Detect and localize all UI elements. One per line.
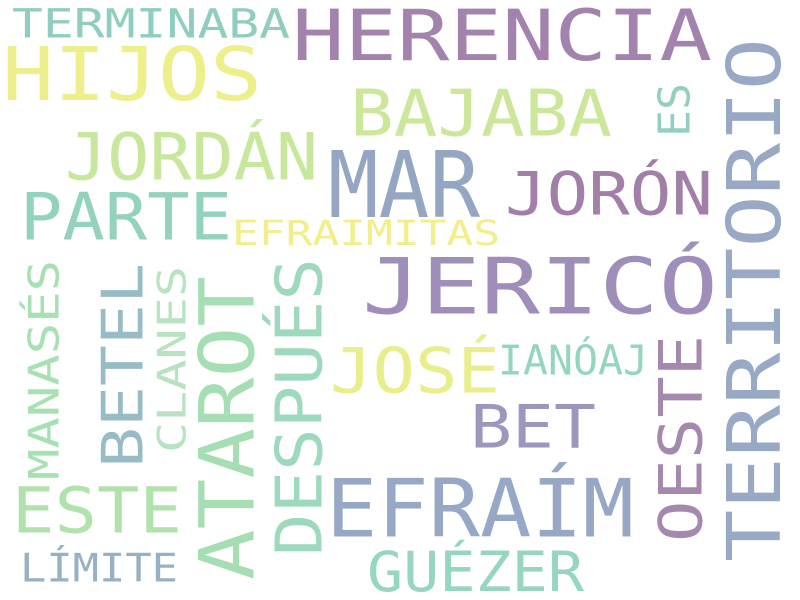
word-terminaba: TERMINABA: [12, 0, 290, 47]
word-parte: PARTE: [20, 179, 232, 256]
word-despues: DESPUÉS: [262, 258, 338, 556]
word-efraimitas: EFRAIMITAS: [232, 213, 500, 254]
word-guezer: GUÉZER: [367, 540, 584, 600]
word-jerico: JERICÓ: [362, 241, 718, 332]
word-ianoaj: IANÓAJ: [498, 336, 648, 384]
word-herencia: HERENCIA: [292, 0, 712, 78]
word-mar: MAR: [328, 132, 480, 240]
word-es: ES: [648, 83, 700, 137]
word-betel: BETEL: [90, 263, 157, 468]
word-bajaba: BAJABA: [350, 76, 612, 152]
word-territorio: TERRITORIO: [711, 37, 798, 562]
word-oeste: OESTE: [646, 335, 717, 542]
word-este: ESTE: [12, 474, 182, 549]
word-hijos: HIJOS: [2, 31, 262, 118]
word-efraim: EFRAÍM: [326, 463, 634, 556]
word-jose: JOSÉ: [330, 334, 500, 408]
word-jordan: JORDÁN: [65, 119, 318, 196]
word-manases: MANASÉS: [20, 260, 69, 480]
word-atarot: ATAROT: [183, 276, 272, 580]
word-limite: LÍMITE: [20, 546, 178, 591]
word-bet: BET: [470, 392, 596, 463]
word-joron: JORÓN: [505, 159, 713, 230]
